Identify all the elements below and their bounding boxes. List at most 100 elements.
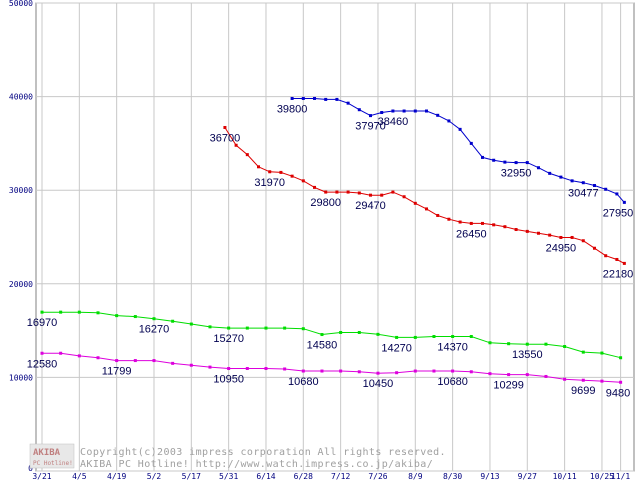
data-point-green [245, 326, 249, 330]
data-label: 14270 [381, 342, 412, 354]
data-point-blue [413, 109, 417, 113]
data-label: 38460 [378, 116, 409, 128]
y-tick-label: 10000 [9, 373, 33, 382]
data-point-red [581, 239, 585, 243]
data-point-green [264, 326, 268, 330]
data-point-green [432, 334, 436, 338]
data-point-green [133, 315, 137, 319]
data-point-green [376, 332, 380, 336]
data-point-blue [301, 96, 305, 100]
data-label: 14370 [437, 341, 468, 353]
data-point-red [290, 174, 294, 178]
data-point-red [592, 246, 596, 250]
data-point-blue [346, 101, 350, 105]
data-point-blue [290, 96, 294, 100]
data-point-magenta [152, 359, 156, 363]
data-point-green [77, 310, 81, 314]
data-point-green [563, 345, 567, 349]
data-point-blue [480, 155, 484, 159]
data-label: 9480 [606, 387, 630, 399]
data-point-blue [536, 166, 540, 170]
x-tick-label: 8/30 [443, 472, 462, 480]
data-point-magenta [563, 377, 567, 381]
data-point-red [391, 190, 395, 194]
data-point-green [283, 326, 287, 330]
data-label: 14580 [307, 340, 338, 352]
site-url-line: AKIBA PC Hotline! http://www.watch.impre… [80, 459, 433, 470]
data-label: 15270 [213, 333, 244, 345]
data-point-red [424, 207, 428, 211]
data-point-red [402, 195, 406, 199]
x-tick-label: 9/27 [518, 472, 537, 480]
data-point-red [536, 231, 540, 235]
x-tick-label: 10/25 [590, 472, 614, 480]
data-point-red [301, 179, 305, 183]
data-point-green [357, 330, 361, 334]
data-point-green [525, 342, 529, 346]
data-point-blue [559, 175, 563, 179]
data-point-magenta [600, 379, 604, 383]
data-point-green [40, 310, 44, 314]
akiba-logo-subtext: PC Hotline! [33, 460, 73, 467]
data-point-magenta [488, 372, 492, 376]
data-point-red [436, 213, 440, 217]
grid [36, 2, 634, 472]
data-point-blue [592, 184, 596, 188]
data-point-red [514, 228, 518, 232]
data-point-red [615, 257, 619, 261]
y-tick-label: 30000 [9, 186, 33, 195]
data-point-green [96, 311, 100, 315]
data-point-red [480, 221, 484, 225]
data-point-red [245, 153, 249, 157]
copyright-line: Copyright(c)2003 impress corporation All… [80, 447, 446, 458]
data-point-red [335, 190, 339, 194]
data-point-magenta [227, 367, 231, 371]
data-point-green [619, 356, 623, 360]
data-label: 29800 [310, 197, 341, 209]
data-point-magenta [339, 369, 343, 373]
series-group [40, 96, 626, 384]
y-tick-label: 0 [28, 464, 33, 473]
data-point-red [380, 193, 384, 197]
data-point-magenta [525, 373, 529, 377]
x-axis: 3/21 4/5 4/19 5/2 5/17 5/31 6/14 6/28 7/12 7/26 8/… [32, 472, 630, 480]
data-point-blue [492, 158, 496, 162]
data-point-green [171, 319, 175, 323]
data-point-blue [622, 200, 626, 204]
data-point-blue [503, 160, 507, 164]
data-point-magenta [171, 361, 175, 365]
data-point-blue [424, 109, 428, 113]
x-tick-label: 6/28 [294, 472, 313, 480]
data-point-magenta [283, 367, 287, 371]
data-point-blue [548, 171, 552, 175]
data-label: 16270 [139, 324, 170, 336]
copyright-watermark: AKIBA PC Hotline! Copyright(c)2003 impre… [29, 443, 446, 470]
data-point-green [395, 335, 399, 339]
data-label: 16970 [27, 317, 58, 329]
data-point-blue [447, 119, 451, 123]
data-label: 10950 [213, 374, 244, 386]
data-label: 32950 [501, 168, 532, 180]
data-label: 36700 [210, 132, 241, 144]
data-label: 31970 [254, 177, 285, 189]
x-tick-label: 5/17 [182, 472, 201, 480]
data-point-magenta [40, 351, 44, 355]
data-label: 26450 [456, 228, 487, 240]
data-point-magenta [133, 359, 137, 363]
data-label: 9699 [571, 385, 595, 397]
y-tick-label: 20000 [9, 280, 33, 289]
y-axis: 0 10000 20000 30000 40000 50000 [9, 0, 33, 473]
data-point-red [234, 143, 238, 147]
data-point-red [357, 191, 361, 195]
x-tick-label: 7/12 [331, 472, 350, 480]
data-label: 24950 [546, 242, 577, 254]
data-point-red [447, 217, 451, 221]
data-point-green [507, 342, 511, 346]
y-tick-label: 40000 [9, 93, 33, 102]
data-point-magenta [357, 370, 361, 374]
data-label: 10450 [363, 378, 394, 390]
data-point-magenta [189, 363, 193, 367]
data-point-red [469, 221, 473, 225]
data-point-red [257, 165, 261, 169]
